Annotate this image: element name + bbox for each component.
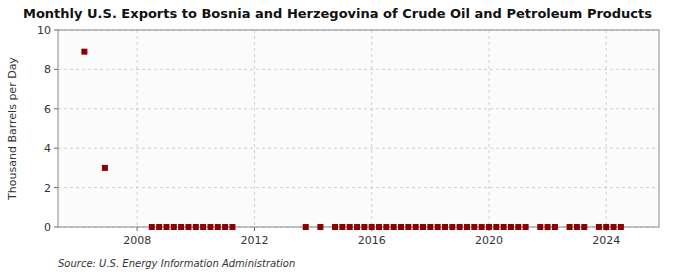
point	[552, 224, 558, 230]
point	[574, 224, 580, 230]
y-tick-label: 6	[44, 103, 51, 116]
point	[383, 224, 389, 230]
point	[332, 224, 338, 230]
point	[361, 224, 367, 230]
x-tick-label: 2008	[123, 234, 151, 247]
point	[471, 224, 477, 230]
y-tick	[54, 187, 58, 188]
plot-area	[58, 30, 659, 227]
point	[420, 224, 426, 230]
y-tick	[54, 227, 58, 228]
chart: 0 2 4 6 8 10 2008 2012 2016 2020 2024 Monthly U.S. …	[0, 0, 675, 275]
point	[207, 224, 213, 230]
point	[515, 224, 521, 230]
point	[156, 224, 162, 230]
y-tick-label: 2	[44, 182, 51, 195]
y-tick	[54, 148, 58, 149]
point	[215, 224, 221, 230]
point	[449, 224, 455, 230]
point	[185, 224, 191, 230]
y-grid-line	[58, 148, 659, 149]
grid	[58, 30, 659, 227]
point	[611, 224, 617, 230]
y-tick-label: 0	[44, 221, 51, 234]
point	[545, 224, 551, 230]
point	[603, 224, 609, 230]
point	[149, 224, 155, 230]
point	[493, 224, 499, 230]
point	[354, 224, 360, 230]
y-grid-line	[58, 108, 659, 109]
point	[347, 224, 353, 230]
point	[567, 224, 573, 230]
point	[457, 224, 463, 230]
x-tick-label: 2020	[475, 234, 503, 247]
y-tick	[54, 69, 58, 70]
point	[222, 224, 228, 230]
point	[303, 224, 309, 230]
points	[81, 49, 624, 230]
point	[427, 224, 433, 230]
x-grid-line	[137, 30, 138, 227]
point	[391, 224, 397, 230]
x-grid-line	[606, 30, 607, 227]
point	[464, 224, 470, 230]
y-tick-label: 4	[44, 142, 51, 155]
point	[171, 224, 177, 230]
point	[193, 224, 199, 230]
x-grid-line	[371, 30, 372, 227]
y-tick	[54, 108, 58, 109]
y-grid-line	[58, 69, 659, 70]
y-axis-label: Thousand Barrels per Day	[6, 57, 19, 201]
x-grid-line	[488, 30, 489, 227]
y-tick-label: 8	[44, 63, 51, 76]
point	[435, 224, 441, 230]
x-tick-label: 2016	[358, 234, 386, 247]
point	[508, 224, 514, 230]
point	[537, 224, 543, 230]
point	[405, 224, 411, 230]
point	[596, 224, 602, 230]
x-tick-label: 2012	[240, 234, 268, 247]
y-tick	[54, 30, 58, 31]
point	[413, 224, 419, 230]
point	[339, 224, 345, 230]
point	[501, 224, 507, 230]
x-grid-line	[254, 30, 255, 227]
point	[486, 224, 492, 230]
source-note: Source: U.S. Energy Information Administ…	[58, 258, 295, 269]
point	[81, 49, 87, 55]
y-tick-label: 10	[37, 24, 51, 37]
plot-frame	[58, 30, 659, 227]
y-grid-line	[58, 187, 659, 188]
point	[479, 224, 485, 230]
point	[581, 224, 587, 230]
title: Monthly U.S. Exports to Bosnia and Herze…	[23, 6, 652, 21]
point	[618, 224, 624, 230]
point	[523, 224, 529, 230]
x-tick	[137, 227, 138, 231]
point	[229, 224, 235, 230]
axes: 0 2 4 6 8 10 2008 2012 2016 2020 2024	[37, 24, 659, 247]
point	[102, 165, 108, 171]
point	[442, 224, 448, 230]
point	[163, 224, 169, 230]
x-tick	[254, 227, 255, 231]
point	[369, 224, 375, 230]
point	[398, 224, 404, 230]
point	[376, 224, 382, 230]
point	[317, 224, 323, 230]
point	[178, 224, 184, 230]
x-tick-label: 2024	[592, 234, 620, 247]
point	[200, 224, 206, 230]
